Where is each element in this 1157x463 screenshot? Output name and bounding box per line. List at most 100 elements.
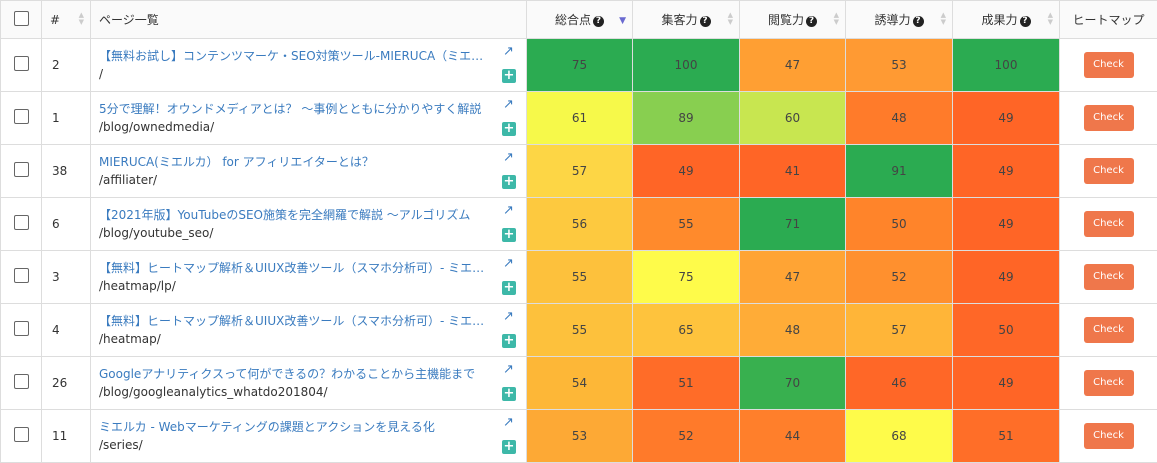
page-cell: 5分で理解！オウンドメディアとは？ ～事例とともに分かりやすく解説 /blog/… — [91, 92, 527, 145]
page-path: / — [99, 65, 526, 83]
column-acquisition[interactable]: 集客力?▲▼ — [633, 1, 740, 39]
help-icon[interactable]: ? — [913, 16, 924, 27]
column-total[interactable]: 総合点? ▼ — [527, 1, 633, 39]
heatmap-cell: Check — [1060, 251, 1157, 304]
row-checkbox-cell[interactable] — [1, 251, 42, 304]
row-checkbox-cell[interactable] — [1, 357, 42, 410]
plus-icon[interactable]: + — [502, 440, 516, 454]
page-title-link[interactable]: 【2021年版】YouTubeのSEO施策を完全網羅で解説 ～アルゴリズム — [99, 206, 491, 224]
page-path: /blog/ownedmedia/ — [99, 118, 526, 136]
plus-icon[interactable]: + — [502, 387, 516, 401]
external-link-icon[interactable]: ↗ — [503, 151, 516, 164]
score-cell: 71 — [740, 198, 846, 251]
column-results[interactable]: 成果力? ▲▼ — [953, 1, 1060, 39]
page-path: /heatmap/lp/ — [99, 277, 526, 295]
column-reading[interactable]: 閲覧力? ▲▼ — [740, 1, 846, 39]
check-heatmap-button[interactable]: Check — [1084, 317, 1134, 343]
page-title-link[interactable]: MIERUCA(ミエルカ） for アフィリエイターとは？ — [99, 153, 491, 171]
column-number[interactable]: #▲▼ — [42, 1, 91, 39]
column-guidance[interactable]: 誘導力? ▲▼ — [846, 1, 953, 39]
score-cell: 49 — [953, 198, 1060, 251]
page-title-link[interactable]: Googleアナリティクスって何ができるの？わかることから主機能まで — [99, 365, 491, 383]
score-cell: 57 — [846, 304, 953, 357]
row-checkbox[interactable] — [14, 374, 29, 389]
check-heatmap-button[interactable]: Check — [1084, 52, 1134, 78]
column-reading-label: 閲覧力 — [768, 13, 804, 27]
table-row: 3 【無料】ヒートマップ解析＆UIUX改善ツール（スマホ分析可）- ミエルカ /… — [1, 251, 1157, 304]
score-cell: 91 — [846, 145, 953, 198]
row-checkbox[interactable] — [14, 109, 29, 124]
select-all-checkbox[interactable] — [14, 11, 29, 26]
score-cell: 50 — [953, 304, 1060, 357]
score-cell: 49 — [953, 357, 1060, 410]
heatmap-cell: Check — [1060, 198, 1157, 251]
score-cell: 100 — [633, 39, 740, 92]
help-icon[interactable]: ? — [700, 16, 711, 27]
check-heatmap-button[interactable]: Check — [1084, 211, 1134, 237]
check-heatmap-button[interactable]: Check — [1084, 264, 1134, 290]
check-heatmap-button[interactable]: Check — [1084, 370, 1134, 396]
select-all-checkbox-cell[interactable] — [1, 1, 42, 39]
page-title-link[interactable]: 【無料お試し】コンテンツマーケ・SEO対策ツール-MIERUCA（ミエルカ） — [99, 47, 491, 65]
external-link-icon[interactable]: ↗ — [503, 310, 516, 323]
row-checkbox[interactable] — [14, 268, 29, 283]
row-checkbox[interactable] — [14, 56, 29, 71]
score-cell: 60 — [740, 92, 846, 145]
plus-icon[interactable]: + — [502, 175, 516, 189]
plus-icon[interactable]: + — [502, 334, 516, 348]
sort-icon[interactable]: ▲▼ — [1048, 12, 1053, 26]
row-checkbox-cell[interactable] — [1, 198, 42, 251]
row-checkbox[interactable] — [14, 427, 29, 442]
score-cell: 68 — [846, 410, 953, 463]
row-checkbox-cell[interactable] — [1, 39, 42, 92]
page-title-link[interactable]: 【無料】ヒートマップ解析＆UIUX改善ツール（スマホ分析可）- ミエルカ — [99, 259, 491, 277]
external-link-icon[interactable]: ↗ — [503, 363, 516, 376]
sort-icon[interactable]: ▲▼ — [941, 12, 946, 26]
help-icon[interactable]: ? — [593, 16, 604, 27]
sort-icon[interactable]: ▲▼ — [79, 12, 84, 26]
heatmap-cell: Check — [1060, 92, 1157, 145]
check-heatmap-button[interactable]: Check — [1084, 105, 1134, 131]
column-total-label: 総合点 — [555, 13, 591, 27]
score-cell: 49 — [953, 145, 1060, 198]
row-number: 1 — [42, 92, 91, 145]
plus-icon[interactable]: + — [502, 122, 516, 136]
heatmap-cell: Check — [1060, 357, 1157, 410]
column-guidance-label: 誘導力 — [874, 13, 910, 27]
row-checkbox-cell[interactable] — [1, 145, 42, 198]
plus-icon[interactable]: + — [502, 228, 516, 242]
page-title-link[interactable]: 【無料】ヒートマップ解析＆UIUX改善ツール（スマホ分析可）- ミエルカ — [99, 312, 491, 330]
page-title-link[interactable]: ミエルカ - Webマーケティングの課題とアクションを見える化 — [99, 418, 491, 436]
external-link-icon[interactable]: ↗ — [503, 204, 516, 217]
plus-icon[interactable]: + — [502, 69, 516, 83]
external-link-icon[interactable]: ↗ — [503, 98, 516, 111]
page-cell: 【無料】ヒートマップ解析＆UIUX改善ツール（スマホ分析可）- ミエルカ /he… — [91, 251, 527, 304]
sort-desc-icon[interactable]: ▼ — [619, 16, 626, 26]
sort-icon[interactable]: ▲▼ — [834, 12, 839, 26]
check-heatmap-button[interactable]: Check — [1084, 158, 1134, 184]
column-results-label: 成果力 — [981, 13, 1017, 27]
table-row: 2 【無料お試し】コンテンツマーケ・SEO対策ツール-MIERUCA（ミエルカ）… — [1, 39, 1157, 92]
row-checkbox[interactable] — [14, 321, 29, 336]
external-link-icon[interactable]: ↗ — [503, 257, 516, 270]
row-checkbox-cell[interactable] — [1, 410, 42, 463]
page-title-link[interactable]: 5分で理解！オウンドメディアとは？ ～事例とともに分かりやすく解説 — [99, 100, 491, 118]
row-number: 2 — [42, 39, 91, 92]
sort-icon[interactable]: ▲▼ — [728, 12, 733, 26]
row-checkbox-cell[interactable] — [1, 304, 42, 357]
external-link-icon[interactable]: ↗ — [503, 416, 516, 429]
column-heatmap: ヒートマップ — [1060, 1, 1157, 39]
table-row: 1 5分で理解！オウンドメディアとは？ ～事例とともに分かりやすく解説 /blo… — [1, 92, 1157, 145]
row-checkbox-cell[interactable] — [1, 92, 42, 145]
score-cell: 44 — [740, 410, 846, 463]
external-link-icon[interactable]: ↗ — [503, 45, 516, 58]
table-row: 26 Googleアナリティクスって何ができるの？わかることから主機能まで /b… — [1, 357, 1157, 410]
help-icon[interactable]: ? — [806, 16, 817, 27]
plus-icon[interactable]: + — [502, 281, 516, 295]
row-checkbox[interactable] — [14, 162, 29, 177]
help-icon[interactable]: ? — [1020, 16, 1031, 27]
row-checkbox[interactable] — [14, 215, 29, 230]
check-heatmap-button[interactable]: Check — [1084, 423, 1134, 449]
score-cell: 56 — [527, 198, 633, 251]
